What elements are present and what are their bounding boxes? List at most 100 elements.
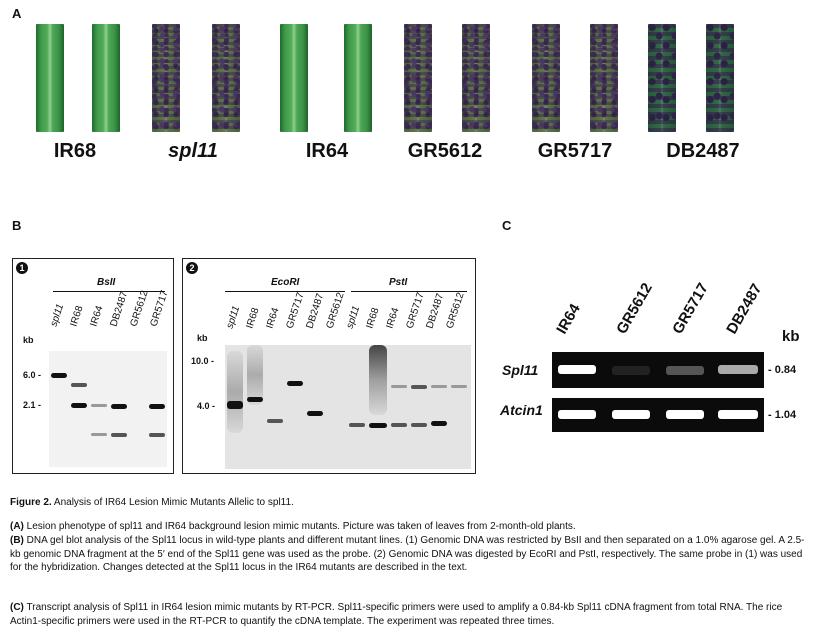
gel-blot-2: 2 EcoRI PstI kb spl11 IR68 IR64 GR5717 D…	[182, 258, 476, 474]
c-kb-label: kb	[782, 328, 800, 345]
caption-title: Figure 2. Analysis of IR64 Lesion Mimic …	[10, 497, 294, 508]
kb-label: kb	[23, 335, 34, 345]
band	[558, 365, 596, 374]
leaf-photo	[30, 24, 790, 132]
leaf-ir68-1	[36, 24, 64, 132]
band	[91, 433, 107, 436]
c-row-label-actin: Atcin1	[500, 402, 543, 418]
c-size-084: - 0.84	[768, 364, 797, 376]
leaf-label-gr5612: GR5612	[407, 140, 483, 162]
leaf-db2487-1	[648, 24, 676, 132]
c-lane-label: GR5612	[613, 280, 656, 337]
leaf-gr5612-1	[404, 24, 432, 132]
leaf-spl11-2	[212, 24, 240, 132]
gel-lanes	[225, 345, 471, 469]
lane-label: GR5717	[284, 291, 307, 330]
leaf-db2487-2	[706, 24, 734, 132]
band	[431, 385, 447, 388]
lane-label: GR5717	[148, 289, 171, 328]
enzyme-bsii: BsII	[97, 277, 116, 288]
lane-label: IR68	[68, 304, 86, 328]
band	[431, 421, 447, 426]
band	[391, 423, 407, 427]
lane-label: IR64	[384, 306, 402, 330]
enzyme-rule-ecori	[225, 291, 345, 292]
lane-label: DB2487	[108, 290, 131, 328]
leaf-gr5612-2	[462, 24, 490, 132]
leaf-label-db2487: DB2487	[666, 140, 740, 162]
band	[391, 385, 407, 388]
figure-caption: Figure 2. Analysis of IR64 Lesion Mimic …	[10, 496, 810, 510]
lane-label: spl11	[48, 302, 67, 328]
marker-6kb: 6.0 -	[23, 370, 42, 380]
c-lane-label: IR64	[553, 301, 584, 337]
gel-blot-1: 1 BsII kb spl11 IR68 IR64 DB2487 GR5612 …	[12, 258, 174, 474]
band	[71, 403, 87, 408]
band	[267, 419, 283, 423]
band	[111, 404, 127, 409]
band	[558, 410, 596, 419]
panel-letter-a: A	[12, 6, 22, 21]
band	[111, 433, 127, 437]
enzyme-rule	[53, 291, 165, 292]
leaf-gr5717-2	[590, 24, 618, 132]
band	[51, 373, 67, 378]
band	[666, 410, 704, 419]
band	[247, 397, 263, 402]
leaf-ir64-1	[280, 24, 308, 132]
leaf-ir68-2	[92, 24, 120, 132]
c-row-label-spl11: Spl11	[502, 362, 539, 378]
leaf-label-ir64: IR64	[305, 140, 349, 162]
gel-lanes	[49, 351, 167, 467]
band	[149, 433, 165, 437]
lane-label: spl11	[344, 304, 363, 330]
rt-pcr-gel-spl11	[552, 352, 764, 388]
c-lane-label: GR5717	[669, 280, 712, 337]
band	[349, 423, 365, 427]
band	[91, 404, 107, 407]
band	[369, 423, 387, 428]
lane-label: spl11	[224, 304, 243, 330]
band	[149, 404, 165, 409]
panel-letter-b: B	[12, 218, 22, 233]
lane-label: IR68	[364, 306, 382, 330]
band	[718, 365, 758, 374]
leaf-label-ir68: IR68	[53, 140, 97, 162]
lane-label: IR64	[264, 306, 282, 330]
caption-c: (C) Transcript analysis of Spl11 in IR64…	[10, 602, 783, 627]
enzyme-rule-psti	[351, 291, 467, 292]
blot-number-1: 1	[16, 262, 28, 274]
lane-label: GR5612	[324, 291, 347, 330]
band	[718, 410, 758, 419]
lane-label: DB2487	[304, 292, 327, 330]
leaf-gr5717-1	[532, 24, 560, 132]
rt-pcr-gel-actin	[552, 398, 764, 432]
smear	[369, 345, 387, 415]
band	[411, 423, 427, 427]
leaf-spl11-1	[152, 24, 180, 132]
c-size-104: - 1.04	[768, 409, 797, 421]
band	[287, 381, 303, 386]
lane-label: IR64	[88, 304, 106, 328]
band	[227, 401, 243, 409]
band	[612, 366, 650, 375]
caption-b: (B) DNA gel blot analysis of the Spl11 l…	[10, 535, 805, 573]
band	[666, 366, 704, 375]
enzyme-psti: PstI	[389, 277, 408, 288]
leaf-label-spl11: spl11	[168, 140, 218, 162]
lane-label: GR5612	[444, 291, 467, 330]
smear	[247, 345, 263, 405]
band	[612, 410, 650, 419]
enzyme-ecori: EcoRI	[271, 277, 300, 288]
marker-2kb: 2.1 -	[23, 400, 42, 410]
lane-label: GR5612	[128, 289, 151, 328]
lane-label: IR68	[244, 306, 262, 330]
kb-label: kb	[197, 333, 208, 343]
lane-label: GR5717	[404, 291, 427, 330]
c-lane-label: DB2487	[723, 280, 766, 337]
leaf-ir64-2	[344, 24, 372, 132]
band	[307, 411, 323, 416]
lane-label: DB2487	[424, 292, 447, 330]
caption-a: (A) Lesion phenotype of spl11 and IR64 b…	[10, 521, 576, 532]
leaf-label-gr5717: GR5717	[537, 140, 613, 162]
